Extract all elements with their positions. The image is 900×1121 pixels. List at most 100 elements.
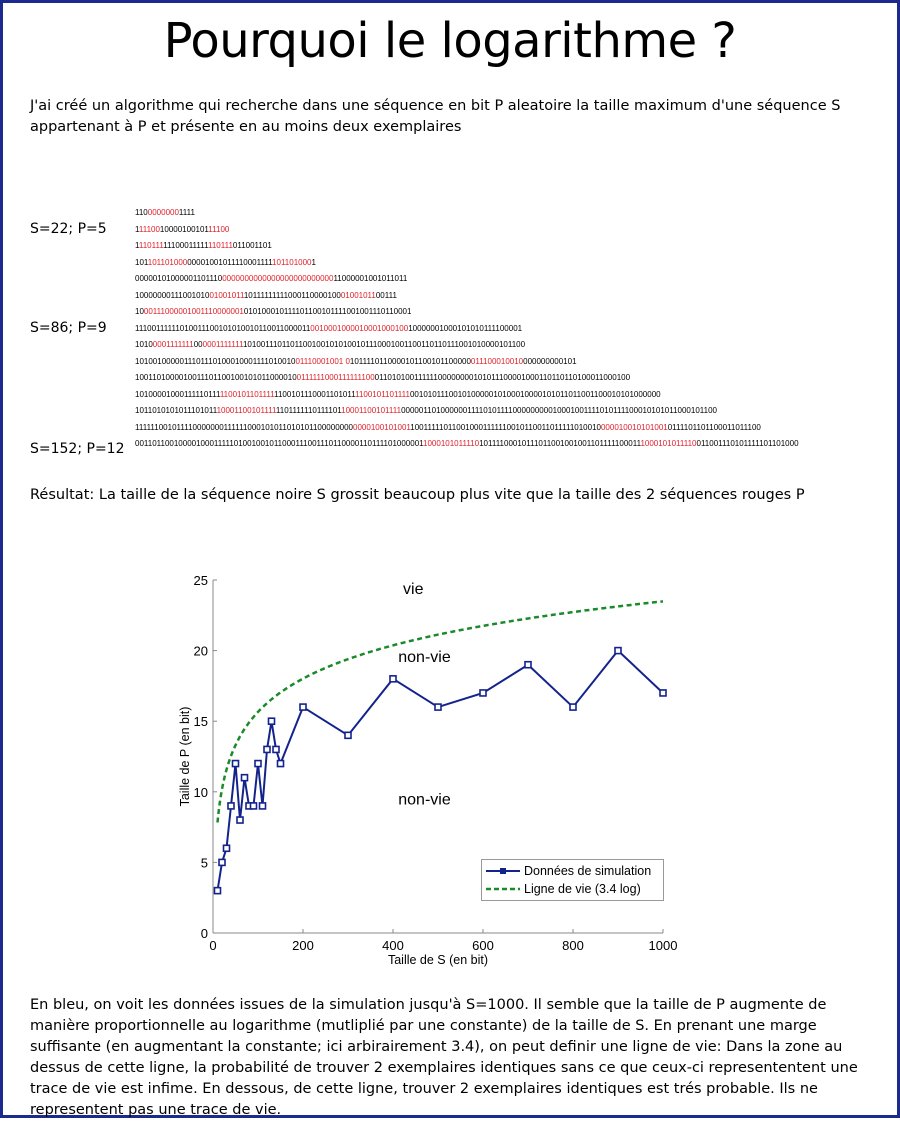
sequence-red-segment: 0000100101001 <box>353 422 411 432</box>
simulation-data-point <box>236 816 244 824</box>
sequence-red-segment: 110111 <box>207 241 233 250</box>
x-tick-label: 1000 <box>649 938 678 953</box>
legend-label: Données de simulation <box>524 864 652 878</box>
simulation-data-point <box>434 703 442 711</box>
sequence-black-segment: 101 <box>135 257 148 267</box>
sequence-red-segment: 011100010010 <box>470 356 524 366</box>
sequence-black-segment: 1 <box>311 257 316 267</box>
sequence-line: 111011111100011111110111011001101 <box>135 241 272 251</box>
sequence-line: 1001101000010011101100100101011000010011… <box>135 373 630 383</box>
simulation-data-point <box>222 844 231 853</box>
sequence-black-segment: 00001001011110001111 <box>187 257 273 267</box>
y-tick-label: 10 <box>194 785 208 800</box>
sequence-black-segment: 1010 <box>135 340 153 349</box>
y-tick-label: 15 <box>194 714 208 729</box>
sequence-line: 0011011001000010001111101001001011000111… <box>135 439 799 449</box>
sequence-line: 0000010100000110111000000000000000000000… <box>135 274 407 284</box>
sequence-red-segment: 1000101011110 <box>423 439 480 448</box>
sequence-red-segment: 0000000 <box>147 208 179 217</box>
sequence-black-segment: 0000011010000001111010111100000000010001… <box>401 406 717 415</box>
sequence-black-segment: 11000001001011011 <box>333 274 408 283</box>
sequence-black-segment: 110 <box>135 208 148 217</box>
simulation-data-point <box>267 717 276 726</box>
simulation-data-point <box>263 745 271 754</box>
sequence-black-segment: 1 <box>135 241 139 250</box>
sequence-line: 1010010000011101110100010001111010010 011… <box>135 357 577 367</box>
x-tick-label: 0 <box>209 938 216 953</box>
sequence-line: 1011010101011101011100011001011111101111… <box>135 406 717 416</box>
simulation-data-point <box>249 802 258 810</box>
sequence-red-segment: 101101000 <box>272 257 312 267</box>
sequence-black-segment: 1101111110111101 <box>275 406 342 415</box>
sequence-black-segment: 10 <box>135 307 144 316</box>
simulation-data-point <box>524 660 532 669</box>
chart-annotation: non-vie <box>398 792 451 809</box>
simulation-data-point <box>479 689 487 697</box>
chart-annotation: non-vie <box>398 649 451 666</box>
sequence-red-segment: 0111111000111111100 <box>296 373 375 382</box>
simulation-data-point <box>569 703 577 711</box>
simulation-data-point <box>227 802 235 810</box>
sequence-line: 1111001000010010111100 <box>135 225 229 235</box>
x-tick-label: 400 <box>382 938 404 953</box>
sequence-black-segment: 00111 <box>375 290 397 300</box>
sequence-red-segment: 1100101101111 <box>219 389 275 399</box>
simulation-data-point <box>231 759 240 768</box>
life-line-series <box>216 600 664 823</box>
sequence-black-segment: 1011110110000101100101100000 <box>349 356 471 366</box>
conclusion-text: En bleu, on voit les données issues de l… <box>30 997 858 1118</box>
sequence-black-segment: 0010101110010100000101000100001010110110… <box>409 389 661 399</box>
chart-annotation: vie <box>403 581 424 598</box>
simulation-data-point <box>272 745 280 754</box>
sequence-line: 1011011010000000100101111000111110110100… <box>135 258 316 268</box>
simulation-data-point <box>344 731 352 740</box>
x-axis-label: Taille de S (en bit) <box>388 953 488 967</box>
sequence-red-segment: 01001011 <box>209 290 244 300</box>
y-tick-label: 25 <box>194 573 208 588</box>
sequence-red-segment: 0010001000010001000100 <box>310 323 409 333</box>
simulation-data-point <box>389 675 397 683</box>
sequence-red-segment: 110111 <box>138 241 164 250</box>
sequence-red-segment: 00111000001001110000001 <box>143 307 244 316</box>
sequence-black-segment: 10000100101 <box>159 224 209 234</box>
sequence-black-segment: 10100001000111110111 <box>135 389 220 399</box>
sequence-line: 11000000001111 <box>135 208 195 218</box>
simulation-data-point <box>254 759 262 768</box>
simulation-data-point <box>299 703 307 711</box>
sequence-red-segment: 10001100101111 <box>341 406 402 415</box>
sequence-black-segment: 1010011101101100100101010010111000100110… <box>242 340 526 349</box>
result-text: Résultat: La taille de la séquence noire… <box>30 487 805 503</box>
sequence-red-segment: 000010010101001 <box>600 422 668 432</box>
x-tick-label: 800 <box>562 938 584 953</box>
simulation-data-point <box>213 886 222 895</box>
sequence-black-segment: 000000000101 <box>523 356 577 366</box>
example-label: S=22; P=5 <box>30 221 107 237</box>
sequence-black-segment: 1100101110001101011 <box>274 389 356 399</box>
sequence-black-segment: 1 <box>135 224 139 234</box>
simulation-data-point <box>659 689 667 697</box>
sequence-red-segment: 11100 <box>208 224 230 234</box>
y-tick-label: 20 <box>194 644 208 659</box>
sequence-line: 1110011111101001110010101001011001100001… <box>135 324 522 334</box>
sequence-line: 1000111000001001110000001010100010111101… <box>135 307 411 317</box>
sequence-red-segment: 101101000 <box>147 257 188 267</box>
sequence-black-segment: 11100011111 <box>163 241 208 250</box>
sequence-black-segment: 0111101101100011011100 <box>667 422 761 432</box>
sequence-line: 1111110010111100000001111110001010110101… <box>135 423 761 433</box>
x-tick-label: 200 <box>292 938 314 953</box>
sequence-black-segment: 1111110010111100000001111110001010110101… <box>135 422 354 432</box>
sequence-line: 1010000111111100000111111110100111011011… <box>135 340 525 350</box>
legend-swatch-simulation <box>486 868 520 874</box>
y-tick-label: 0 <box>201 926 208 941</box>
simulation-data-point <box>218 858 226 867</box>
simulation-data-point <box>240 773 249 782</box>
simulation-series-line <box>216 649 664 891</box>
sequence-black-segment: 1110011111101001110010101001011001100001… <box>135 323 311 333</box>
intro-text: J'ai créé un algorithme qui recherche da… <box>30 98 841 135</box>
sequence-red-segment: 0001111111 <box>152 340 194 349</box>
sequence-black-segment: 1010010000011101110100010001111010010 <box>135 356 296 366</box>
sequence-line: 1000000011100101001001011101111111110001… <box>135 291 397 301</box>
sequence-black-segment: 00000101000001101110 <box>135 274 223 283</box>
